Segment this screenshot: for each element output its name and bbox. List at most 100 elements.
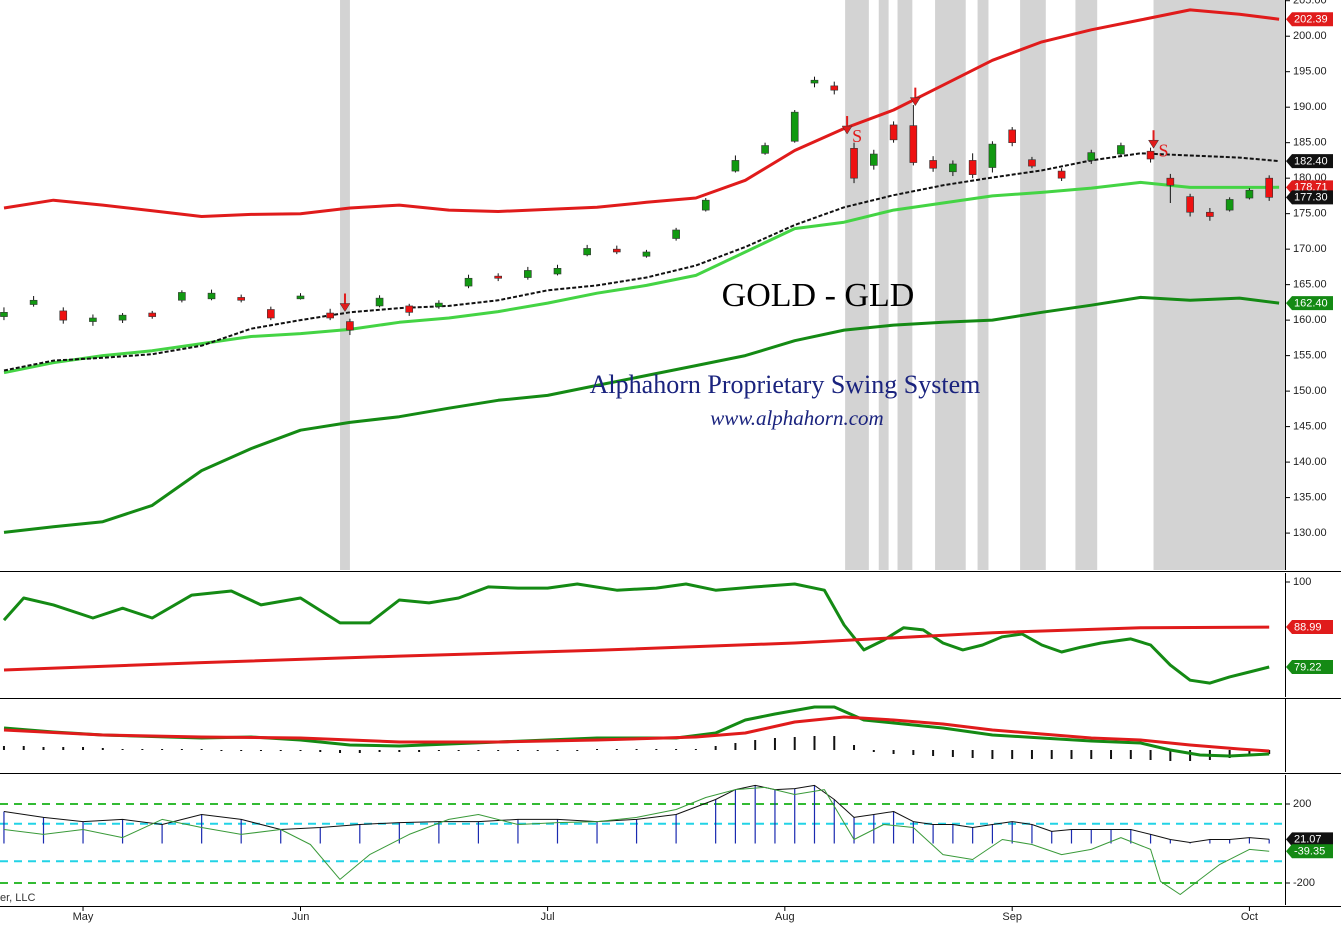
y-tick-label: -200	[1293, 877, 1315, 889]
candle-body	[830, 85, 839, 91]
y-tick-label: 165.00	[1293, 279, 1327, 291]
x-tick-label: Oct	[1241, 911, 1258, 923]
x-tick-label: May	[73, 911, 94, 923]
y-tick-label: 170.00	[1293, 243, 1327, 255]
panel: S S 130.00 135.00 140.00 145.00 150.00 155.00 16…	[0, 0, 1341, 572]
candle-body	[89, 317, 97, 322]
candle-body	[672, 229, 680, 239]
x-tick-label: Jul	[541, 911, 555, 923]
price-tag	[1286, 660, 1333, 675]
candle-body	[1166, 177, 1175, 186]
series-line	[3, 152, 1280, 372]
candle-body	[405, 305, 414, 313]
candle-body	[642, 251, 651, 257]
series-line	[3, 625, 1270, 672]
y-tick-label: 150.00	[1293, 385, 1327, 397]
panel: 200 -200 21.07-39.35	[0, 775, 1341, 907]
candle-body	[1117, 145, 1125, 155]
x-tick-label: Jun	[292, 911, 310, 923]
candle-body	[346, 321, 354, 331]
panel	[0, 698, 1341, 774]
x-tick-label: Sep	[1002, 911, 1022, 923]
price-tag	[1286, 154, 1333, 169]
x-tick-label: Aug	[775, 911, 795, 923]
shaded-zone	[878, 0, 889, 570]
candle-body	[701, 199, 710, 211]
candle-body	[0, 312, 8, 317]
candle-body	[267, 309, 275, 319]
y-tick-label: 160.00	[1293, 314, 1327, 326]
y-tick-label: 200.00	[1293, 30, 1327, 42]
price-tag-label: 202.39	[1294, 14, 1328, 26]
series-line	[2, 582, 1270, 685]
shaded-zone	[1020, 0, 1046, 570]
candle-body	[612, 248, 621, 253]
footer: er, LLC	[0, 892, 36, 904]
panel: 100 88.99 79.22	[0, 573, 1341, 699]
candle-body	[850, 148, 858, 179]
y-tick-label: 140.00	[1293, 456, 1327, 468]
candle-body	[909, 125, 918, 163]
y-tick-label: 135.00	[1293, 492, 1327, 504]
price-tag-label: 182.40	[1294, 156, 1328, 168]
y-tick-label: 130.00	[1293, 527, 1327, 539]
y-tick-label: 200	[1293, 798, 1311, 810]
candle-body	[296, 295, 305, 300]
series-line	[3, 295, 1280, 534]
candle-body	[237, 297, 245, 301]
candle-body	[207, 292, 216, 300]
candle-body	[1225, 199, 1234, 211]
candle-body	[761, 145, 769, 154]
shaded-zone	[897, 0, 913, 570]
candle-body	[326, 312, 334, 319]
price-tag-label: 177.30	[1294, 192, 1328, 204]
price-tag	[1286, 620, 1333, 635]
signal-arrowhead	[841, 125, 853, 135]
series-line	[3, 786, 1270, 895]
candle-body	[148, 312, 157, 317]
candle-body	[59, 310, 68, 321]
candle-body	[1146, 150, 1155, 160]
candle-body	[1087, 152, 1096, 161]
series-line	[3, 784, 1270, 843]
chart-title: GOLD - GLD	[722, 277, 915, 314]
shaded-zone	[935, 0, 966, 570]
signal-label: S	[1159, 140, 1169, 160]
candle-body	[810, 79, 819, 84]
candle-body	[118, 314, 127, 321]
candle-body	[375, 297, 384, 307]
series-line	[3, 180, 1280, 375]
price-tag-label: 21.07	[1294, 834, 1322, 846]
price-tag-label: -39.35	[1294, 846, 1325, 858]
candle-body	[524, 270, 532, 278]
signal-arrowhead	[339, 303, 351, 312]
y-tick-label: 145.00	[1293, 421, 1327, 433]
price-tag	[1286, 190, 1333, 205]
candle-body	[1186, 196, 1194, 213]
series-line	[3, 715, 1270, 753]
candle-body	[968, 160, 977, 175]
candle-body	[553, 268, 562, 275]
candle-body	[731, 160, 740, 172]
candle-body	[1028, 159, 1036, 167]
y-tick-label: 185.00	[1293, 137, 1327, 149]
candle-body	[178, 292, 186, 301]
candle-body	[1206, 211, 1214, 217]
candle-body	[869, 153, 878, 166]
y-tick-label: 155.00	[1293, 350, 1327, 362]
signal-arrowhead	[909, 97, 921, 107]
y-tick-label: 190.00	[1293, 101, 1327, 113]
candle-body	[435, 302, 443, 307]
chart-subtitle: Alphahorn Proprietary Swing System	[590, 370, 981, 399]
signal-arrowhead	[1148, 139, 1159, 149]
candle-body	[1008, 129, 1016, 143]
price-tag-label: 162.40	[1294, 298, 1328, 310]
shaded-zone	[845, 0, 869, 570]
candle-body	[494, 275, 502, 279]
candle-body	[1057, 170, 1066, 179]
candle-body	[1245, 189, 1254, 199]
price-tag	[1286, 12, 1333, 27]
